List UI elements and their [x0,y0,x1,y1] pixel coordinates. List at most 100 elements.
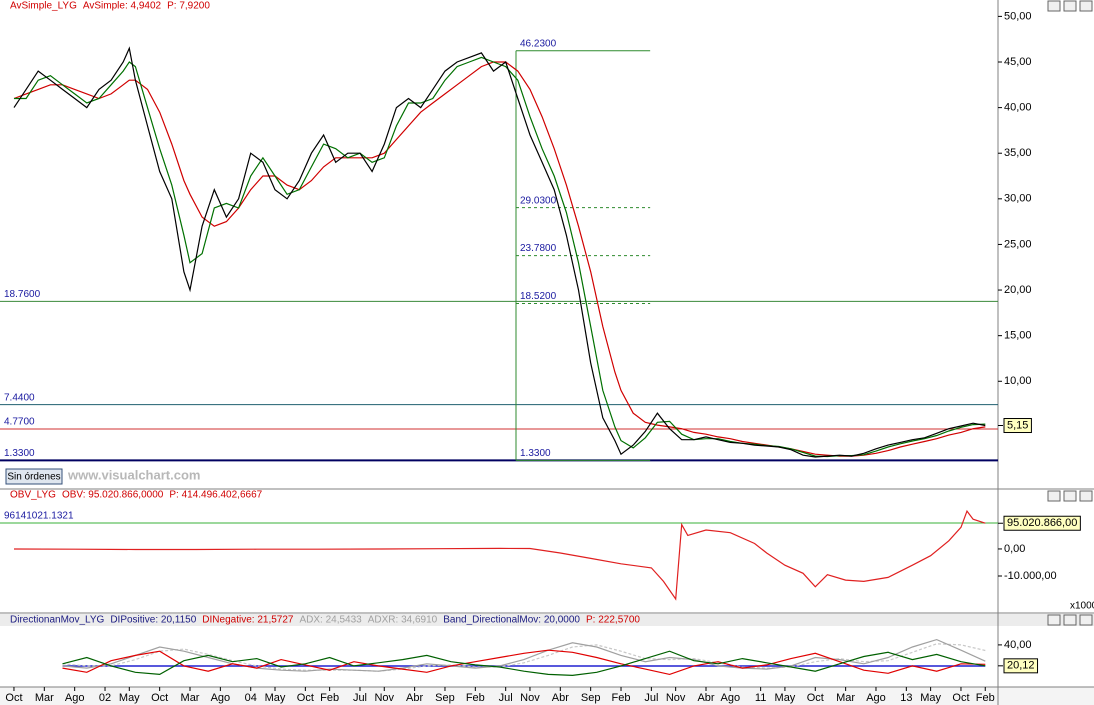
x-tick-label: 02 [99,692,111,704]
panel-header: P: 222,5700 [586,615,640,626]
panel-header: P: 414.496.402,6667 [169,490,262,501]
y-tick-label: 0,00 [1004,543,1025,555]
x-tick-label: Feb [466,692,485,704]
x-tick-label: Jul [499,692,513,704]
minimize-button[interactable] [1047,614,1061,626]
panel-header: Band_DirectionalMov: 20,0000 [443,615,580,626]
last-value-box [1003,515,1081,531]
x-tick-label: Abr [552,692,569,704]
x-tick-label: Oct [297,692,314,704]
minimize-button[interactable] [1047,490,1061,502]
panel-header: ADX: 24,5433 [299,615,362,626]
level-label: 96141021.1321 [4,511,74,522]
x-tick-label: Abr [406,692,423,704]
x-tick-label: May [119,692,140,704]
y-tick-label: 20,00 [1004,284,1032,296]
fib-label: 1.3300 [520,448,551,459]
x-tick-label: May [920,692,941,704]
x-tick-label: Feb [976,692,995,704]
y-tick-label: 15,00 [1004,330,1032,342]
x-tick-label: Mar [836,692,855,704]
window-buttons [1047,0,1093,626]
close-button[interactable] [1079,614,1093,626]
last-value-label: 20,12 [1007,660,1035,672]
x-tick-label: 04 [245,692,257,704]
last-value-label: 5,15 [1007,419,1028,431]
fib-label: 18.5200 [520,291,557,302]
minimize-button[interactable] [1047,0,1061,12]
x-tick-label: Nov [520,692,540,704]
header-band [0,614,1094,626]
panel-header: DIPositive: 20,1150 [110,615,196,626]
maximize-button[interactable] [1063,490,1077,502]
x-tick-label: Oct [952,692,969,704]
close-button[interactable] [1079,490,1093,502]
series-line [13,509,986,601]
series-line [62,643,986,672]
panel-header: DirectionanMov_LYG [10,615,105,626]
series-line [62,649,986,676]
x-tick-label: Abr [697,692,714,704]
y-tick-label: 30,00 [1004,193,1032,205]
panel-header: OBV_LYG [10,490,56,501]
level-label: 1.3300 [4,448,35,459]
panel-header: AvSimple: 4,9402 [83,1,162,12]
orders-button[interactable] [5,468,63,485]
x-tick-label: Nov [374,692,394,704]
x-tick-label: Sep [581,692,601,704]
x-tick-label: 11 [755,692,766,704]
y-tick-label: 25,00 [1004,238,1032,250]
x-tick-label: Feb [612,692,631,704]
fib-label: 29.0300 [520,195,557,206]
level-label: 18.7600 [4,289,41,300]
fib-label: 46.2300 [520,38,557,49]
x-tick-label: Oct [5,692,22,704]
close-button[interactable] [1079,0,1093,12]
series-line [62,650,986,677]
x-tick-label: Jul [644,692,658,704]
level-label: 4.7700 [4,417,35,428]
last-value-box [1003,418,1032,434]
y-tick-label: -10.000,00 [1004,570,1057,582]
x-tick-label: Mar [35,692,54,704]
x-tick-label: Mar [181,692,200,704]
panel-header: OBV: 95.020.866,0000 [62,490,164,501]
watermark: www.visualchart.com [67,467,200,482]
y-tick-label: 10,00 [1004,375,1032,387]
x-tick-label: Oct [807,692,824,704]
y-tick-label: 35,00 [1004,147,1032,159]
series-line [14,56,986,458]
x-tick-label: Feb [320,692,339,704]
x-tick-label: Sep [435,692,455,704]
x-tick-label: Oct [151,692,168,704]
x-tick-label: Jul [353,692,367,704]
last-value-label: 95.020.866,00 [1007,517,1077,529]
x-tick-label: Ago [65,692,85,704]
x-tick-label: Nov [666,692,686,704]
y-tick-label: 40,00 [1004,639,1032,651]
scale-label: x10000 [1070,601,1094,612]
x-tick-label: May [775,692,796,704]
x-axis-band [0,687,1094,705]
series-line [13,61,986,457]
x-tick-label: Ago [211,692,231,704]
x-tick-label: Ago [720,692,740,704]
x-tick-label: May [265,692,286,704]
orders-button-label[interactable]: Sin órdenes [7,472,60,483]
x-tick-label: Ago [866,692,886,704]
panel-header: ADXR: 34,6910 [368,615,438,626]
maximize-button[interactable] [1063,0,1077,12]
panel-header: AvSimple_LYG [10,1,77,12]
maximize-button[interactable] [1063,614,1077,626]
x-tick-label: 13 [900,692,912,704]
level-label: 7.4400 [4,392,35,403]
y-tick-label: 50,00 [1004,10,1032,22]
y-tick-label: 40,00 [1004,102,1032,114]
panel-header: P: 7,9200 [167,1,210,12]
series-line [13,46,986,458]
fib-label: 23.7800 [520,243,557,254]
last-value-box [1003,658,1039,674]
panel-header: DINegative: 21,5727 [202,615,294,626]
